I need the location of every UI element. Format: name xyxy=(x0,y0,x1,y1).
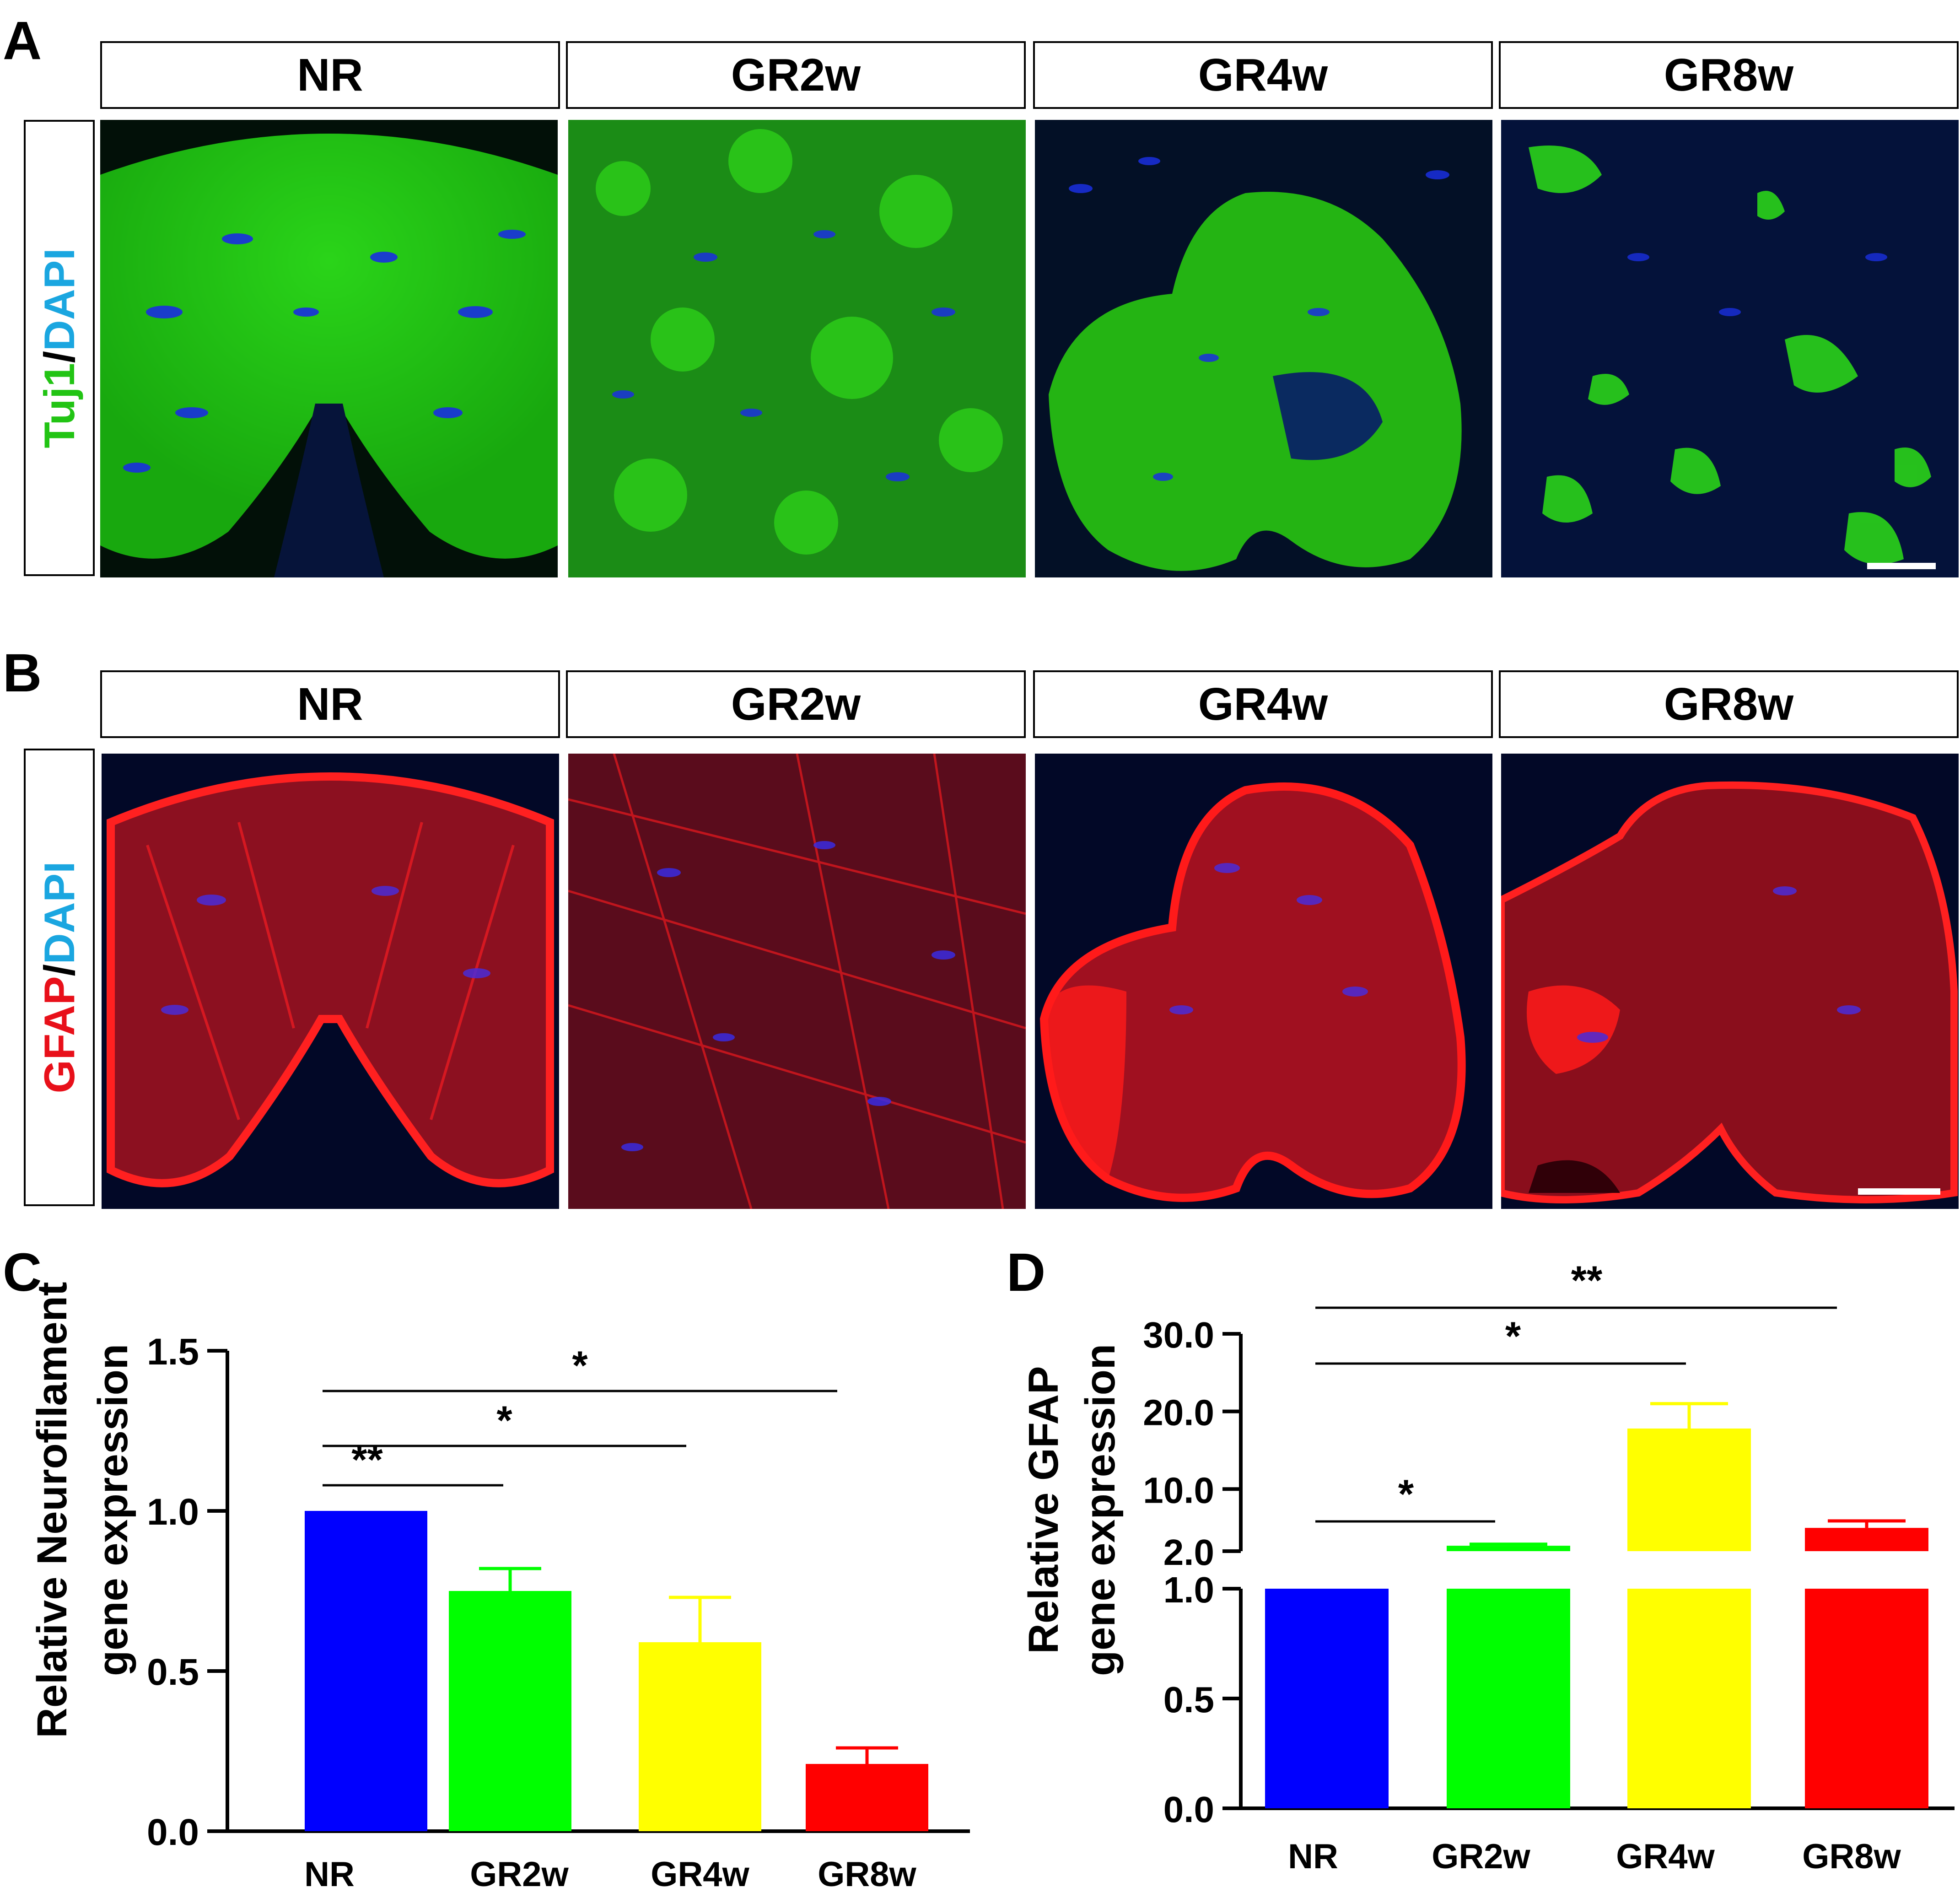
chart-c-bar-gr4w xyxy=(639,1642,761,1831)
chart-c-ytick-label: 0.0 xyxy=(147,1812,199,1853)
chart-c-bar-nr xyxy=(305,1511,427,1831)
micrograph-a-nr-image xyxy=(100,134,558,577)
micrograph-a-gr4w xyxy=(1035,120,1492,577)
chart-c-xtick-label: NR xyxy=(304,1855,355,1894)
chart-d-ylabel-line2: gene expression xyxy=(1077,1344,1124,1676)
column-header-b-gr4w: GR4w xyxy=(1033,670,1493,738)
micrograph-a-gr2w xyxy=(568,120,1026,577)
micrograph-a-nr xyxy=(100,120,558,577)
chart-c-xtick-label: GR4w xyxy=(651,1855,749,1894)
chart-c-ytick-label: 1.5 xyxy=(147,1331,199,1373)
column-header-b-nr: NR xyxy=(100,670,560,738)
chart-d-bar-upper-gr2w xyxy=(1447,1546,1570,1551)
chart-c-ylabel-line1: Relative Neurofilament xyxy=(29,1282,75,1738)
panel-label-c: C xyxy=(3,1242,42,1303)
micrograph-a-gr4w-image xyxy=(1049,157,1462,571)
chart-c-ytick-label: 0.5 xyxy=(147,1651,199,1693)
column-header-a-gr8w: GR8w xyxy=(1499,41,1959,109)
micrograph-b-nr xyxy=(102,754,559,1209)
chart-d-ytick-label-upper: 20.0 xyxy=(1143,1392,1214,1433)
chart-c-ylabel-line2: gene expression xyxy=(90,1344,136,1676)
micrograph-b-gr4w-image xyxy=(1039,782,1466,1202)
panel-label-b: B xyxy=(3,643,42,703)
stain-label-a: Tuj1/DAPI xyxy=(24,120,95,576)
chart-d-bar-lower-gr4w xyxy=(1627,1589,1751,1808)
chart-d-bar-lower-nr xyxy=(1265,1589,1389,1808)
micrograph-b-gr2w-image xyxy=(568,754,1026,1209)
chart-d-ytick-label-upper: 2.0 xyxy=(1163,1532,1214,1573)
chart-d-xtick-label: GR4w xyxy=(1616,1837,1715,1876)
chart-d-bar-upper-gr4w xyxy=(1627,1428,1751,1551)
chart-d-ytick-label-lower: 0.5 xyxy=(1163,1679,1214,1720)
chart-d-ylabel-line1: Relative GFAP xyxy=(1020,1366,1067,1654)
chart-d-ylabel: Relative GFAP gene expression xyxy=(1020,1344,1124,1676)
micrograph-b-nr-image xyxy=(107,772,554,1187)
column-header-a-gr4w: GR4w xyxy=(1033,41,1493,109)
chart-d-bar-lower-gr8w xyxy=(1805,1589,1928,1808)
micrograph-a-gr2w-image xyxy=(568,120,1026,577)
chart-c-xtick-label: GR2w xyxy=(470,1855,569,1894)
chart-d-ytick-label-lower: 0.0 xyxy=(1163,1789,1214,1830)
micrograph-b-gr8w xyxy=(1501,754,1959,1209)
column-header-a-nr: NR xyxy=(100,41,560,109)
micrograph-b-gr8w-image xyxy=(1501,781,1958,1203)
panel-label-a: A xyxy=(3,11,42,71)
micrograph-a-gr8w-image xyxy=(1529,146,1931,565)
panel-label-d: D xyxy=(1007,1242,1046,1303)
chart-c-ylabel: Relative Neurofilament gene expression xyxy=(29,1282,136,1738)
chart-c-significance-label: ** xyxy=(351,1437,383,1482)
chart-d-ytick-label-lower: 1.0 xyxy=(1163,1569,1214,1610)
chart-c-significance-label: * xyxy=(496,1397,512,1443)
chart-d-bar-lower-gr2w xyxy=(1447,1589,1570,1808)
chart-c-xtick-label: GR8w xyxy=(818,1855,916,1894)
scale-bar-a xyxy=(1867,563,1936,569)
chart-c-significance-label: * xyxy=(572,1343,588,1388)
chart-c-bar-gr8w xyxy=(806,1764,928,1831)
chart-d-xtick-label: GR2w xyxy=(1432,1837,1530,1876)
column-header-b-gr2w: GR2w xyxy=(566,670,1026,738)
chart-c-ytick-label: 1.0 xyxy=(147,1491,199,1533)
micrograph-b-gr4w xyxy=(1035,754,1492,1209)
chart-d-significance-label: ** xyxy=(1571,1257,1603,1303)
chart-d-significance-label: * xyxy=(1398,1471,1414,1516)
chart-d-xtick-label: NR xyxy=(1288,1837,1338,1876)
chart-d-bar-upper-gr8w xyxy=(1805,1528,1928,1551)
micrograph-b-gr2w xyxy=(568,754,1026,1209)
chart-d-xtick-label: GR8w xyxy=(1802,1837,1901,1876)
scale-bar-b xyxy=(1858,1188,1940,1195)
column-header-a-gr2w: GR2w xyxy=(566,41,1026,109)
chart-d-ytick-label-upper: 10.0 xyxy=(1143,1470,1214,1510)
chart-c-bar-gr2w xyxy=(449,1591,571,1831)
chart-d-ytick-label-upper: 30.0 xyxy=(1143,1315,1214,1355)
micrograph-a-gr8w xyxy=(1501,120,1959,577)
chart-d-significance-label: * xyxy=(1505,1313,1521,1359)
stain-label-b: GFAP/DAPI xyxy=(24,749,95,1206)
column-header-b-gr8w: GR8w xyxy=(1499,670,1959,738)
